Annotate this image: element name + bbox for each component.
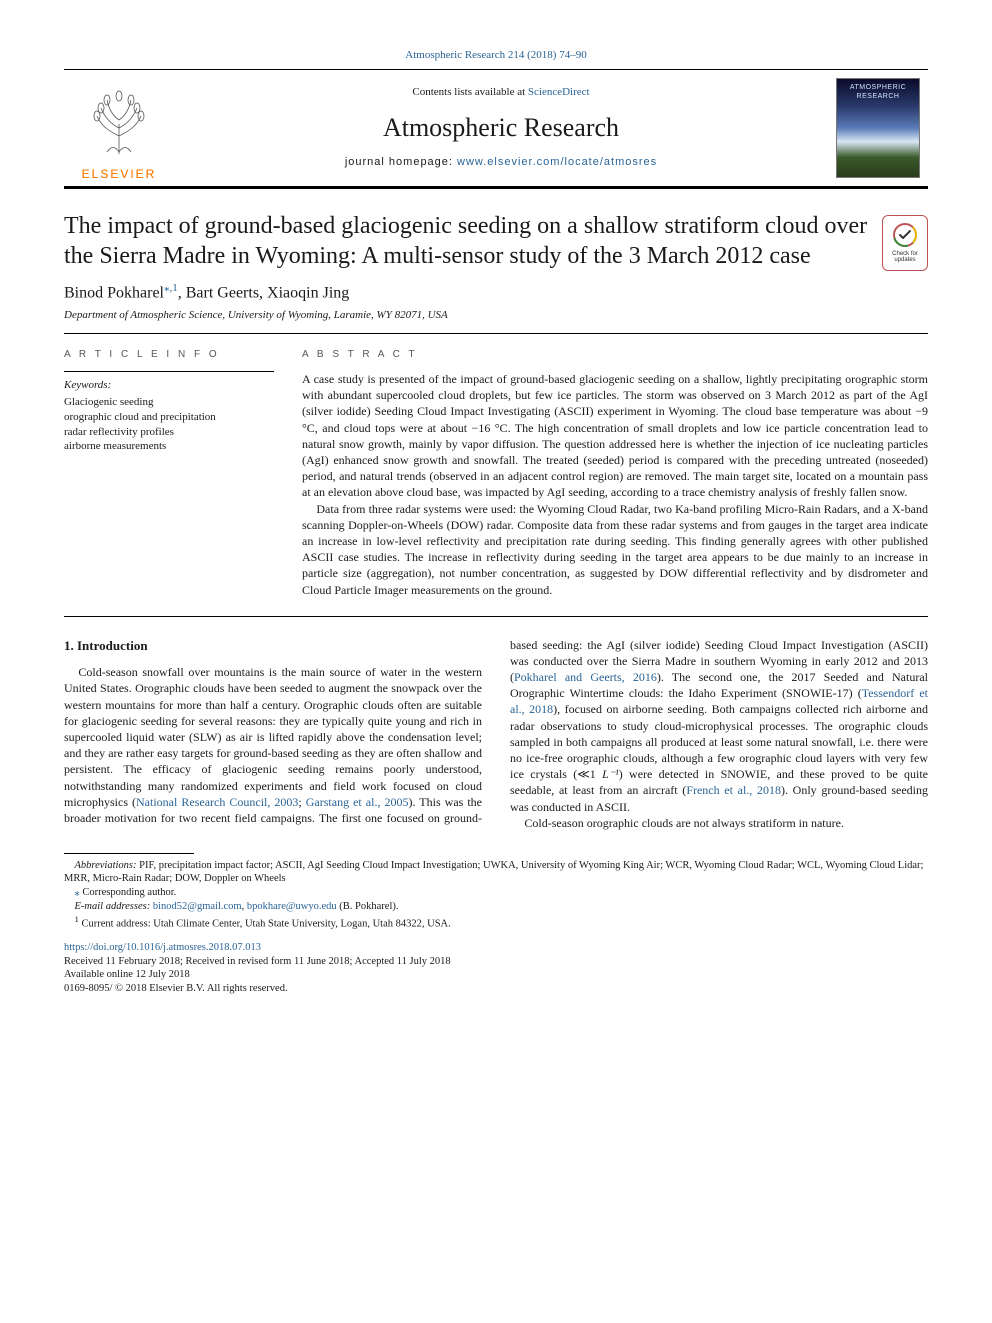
cover-block: ATMOSPHERIC RESEARCH (828, 70, 928, 186)
email-lead: E-mail addresses: (75, 901, 153, 912)
doi-history-block: https://doi.org/10.1016/j.atmosres.2018.… (64, 941, 928, 996)
rule-under-abstract (64, 616, 928, 617)
abbr-text: PIF, precipitation impact factor; ASCII,… (64, 860, 923, 884)
keyword: radar reflectivity profiles (64, 425, 274, 440)
keyword: airborne measurements (64, 439, 274, 454)
banner-middle: Contents lists available at ScienceDirec… (174, 70, 828, 186)
homepage-link[interactable]: www.elsevier.com/locate/atmosres (457, 156, 657, 168)
cover-thumb-label: ATMOSPHERIC RESEARCH (837, 83, 919, 102)
homepage-prefix: journal homepage: (345, 156, 457, 168)
journal-cover-thumb: ATMOSPHERIC RESEARCH (836, 78, 920, 178)
intro-text: Cold-season snowfall over mountains is t… (64, 665, 482, 809)
authors-rest: , Bart Geerts, Xiaoqin Jing (178, 284, 350, 301)
publisher-block: ELSEVIER (64, 70, 174, 186)
ref-link[interactable]: French et al., 2018 (686, 783, 781, 797)
doi-link[interactable]: https://doi.org/10.1016/j.atmosres.2018.… (64, 942, 261, 953)
contents-line: Contents lists available at ScienceDirec… (174, 85, 828, 100)
ref-link[interactable]: Garstang et al., 2005 (306, 795, 409, 809)
affiliation: Department of Atmospheric Science, Unive… (64, 308, 928, 323)
abbreviations-line: Abbreviations: PIF, precipitation impact… (64, 859, 928, 885)
abstract-p2: Data from three radar systems were used:… (302, 501, 928, 598)
email-link[interactable]: bpokhare@uwyo.edu (247, 901, 337, 912)
section-heading-intro: 1. Introduction (64, 637, 482, 655)
article-info-column: A R T I C L E I N F O Keywords: Glacioge… (64, 348, 274, 598)
footnotes: Abbreviations: PIF, precipitation impact… (64, 853, 928, 931)
intro-paragraph-2: Cold-season orographic clouds are not al… (510, 815, 928, 831)
running-head: Atmospheric Research 214 (2018) 74–90 (64, 48, 928, 63)
sciencedirect-link[interactable]: ScienceDirect (528, 86, 590, 98)
keywords-list: Glaciogenic seeding orographic cloud and… (64, 395, 274, 454)
crossmark-icon (892, 222, 918, 248)
unit-symbol: L⁻¹ (602, 767, 619, 781)
keywords-heading: Keywords: (64, 378, 274, 393)
article-info-label: A R T I C L E I N F O (64, 348, 274, 362)
author-note-link[interactable]: ,1 (170, 282, 178, 294)
citation-link[interactable]: Atmospheric Research 214 (2018) 74–90 (405, 49, 586, 61)
corr-text: Corresponding author. (80, 887, 177, 898)
footnote-rule (64, 853, 194, 854)
journal-title: Atmospheric Research (174, 110, 828, 145)
ref-link[interactable]: Pokharel and Geerts, 2016 (514, 670, 657, 684)
crossmark-label: Check for updates (883, 251, 927, 263)
email-line: E-mail addresses: binod52@gmail.com, bpo… (64, 900, 928, 913)
email-link[interactable]: binod52@gmail.com (153, 901, 242, 912)
intro-paragraph: Cold-season snowfall over mountains is t… (64, 637, 928, 831)
abstract-p1: A case study is presented of the impact … (302, 371, 928, 501)
intro-text: ; (298, 795, 305, 809)
copyright-line: 0169-8095/ © 2018 Elsevier B.V. All righ… (64, 982, 928, 996)
note1-line: 1 Current address: Utah Climate Center, … (64, 914, 928, 931)
elsevier-tree-icon (68, 76, 170, 166)
contents-prefix: Contents lists available at (412, 86, 527, 98)
keyword: orographic cloud and precipitation (64, 410, 274, 425)
note1-text: Current address: Utah Climate Center, Ut… (79, 919, 451, 930)
rule-under-authors (64, 333, 928, 334)
keyword: Glaciogenic seeding (64, 395, 274, 410)
abstract-column: A B S T R A C T A case study is presente… (302, 348, 928, 598)
crossmark-badge[interactable]: Check for updates (882, 215, 928, 271)
journal-banner: ELSEVIER Contents lists available at Sci… (64, 69, 928, 189)
email-tail: (B. Pokharel). (337, 901, 399, 912)
abstract-body: A case study is presented of the impact … (302, 371, 928, 598)
abbr-lead: Abbreviations: (75, 860, 140, 871)
info-rule (64, 371, 274, 372)
history-line: Received 11 February 2018; Received in r… (64, 955, 928, 969)
author-1: Binod Pokharel (64, 284, 164, 301)
body-two-column: 1. Introduction Cold-season snowfall ove… (64, 637, 928, 831)
ref-link[interactable]: National Research Council, 2003 (136, 795, 298, 809)
article-title: The impact of ground-based glaciogenic s… (64, 211, 868, 271)
available-line: Available online 12 July 2018 (64, 968, 928, 982)
publisher-name: ELSEVIER (68, 166, 170, 184)
author-list: Binod Pokharel⁎,1, Bart Geerts, Xiaoqin … (64, 281, 928, 304)
abstract-label: A B S T R A C T (302, 348, 928, 362)
homepage-line: journal homepage: www.elsevier.com/locat… (174, 155, 828, 170)
corresponding-line: ⁎ Corresponding author. (64, 886, 928, 899)
